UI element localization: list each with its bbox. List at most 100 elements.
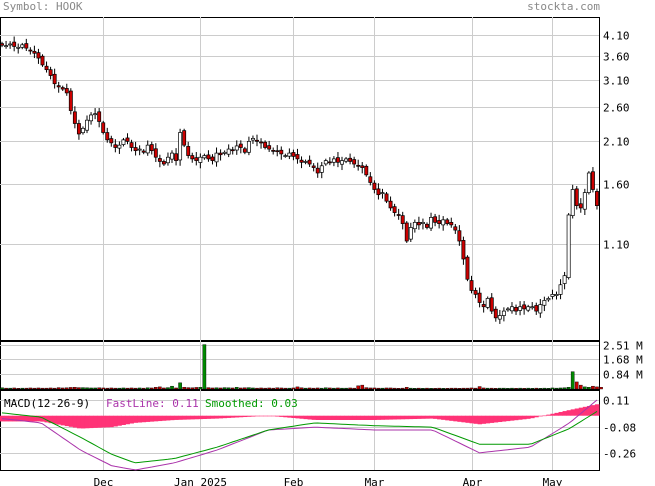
macd-hist-bar: [242, 415, 248, 418]
y-tick-label: 2.10: [603, 136, 630, 149]
candle-body: [570, 189, 575, 216]
macd-hist-bar: [335, 415, 341, 420]
candle: [117, 141, 122, 154]
volume-bar: [97, 387, 101, 390]
candle: [299, 156, 304, 169]
candle-body: [356, 164, 361, 167]
volume-bar: [364, 387, 369, 390]
candle-body: [157, 158, 162, 162]
candle: [457, 225, 462, 246]
candle: [210, 154, 215, 165]
candle: [441, 216, 446, 231]
candle: [526, 304, 531, 313]
volume-bar: [149, 387, 154, 390]
macd-hist-bar: [222, 415, 228, 419]
macd-hist-bar: [388, 415, 393, 420]
volume-bar: [591, 385, 595, 390]
candle-body: [372, 182, 377, 190]
candle: [129, 139, 134, 152]
candle-body: [408, 227, 413, 240]
candle: [113, 139, 118, 153]
candle-body: [170, 152, 174, 160]
candle-body: [28, 49, 33, 52]
panel-border: [0, 17, 600, 341]
macd-hist-bar: [554, 412, 559, 416]
candle-body: [161, 161, 166, 165]
candle-body: [425, 223, 429, 228]
candle-body: [307, 159, 312, 165]
volume-bar: [279, 387, 284, 390]
volume-bar: [36, 387, 41, 390]
volume-bar: [222, 387, 227, 390]
candle-body: [230, 149, 235, 152]
volume-bar: [457, 388, 462, 390]
volume-bar: [48, 387, 53, 390]
candle-body: [129, 142, 134, 148]
macd-hist-bar: [153, 415, 159, 422]
candle: [376, 183, 381, 200]
y-tick-label: 2.60: [603, 102, 630, 115]
candle: [534, 302, 539, 315]
macd-hist-bar: [558, 411, 563, 416]
macd-hist-bar: [76, 415, 82, 429]
macd-hist-bar: [60, 415, 66, 426]
candle-body: [574, 188, 579, 206]
macd-hist-bar: [254, 415, 260, 417]
candle: [408, 222, 413, 243]
fastline-label: FastLine: 0.11: [106, 397, 199, 410]
volume-bar: [558, 387, 563, 390]
candle: [68, 88, 73, 115]
candle-body: [416, 221, 421, 226]
volume-bar: [372, 387, 377, 390]
candle: [522, 301, 527, 315]
candle-body: [514, 307, 518, 312]
candle-body: [93, 113, 98, 116]
macd-hist-bar: [137, 415, 143, 423]
candle-body: [453, 226, 458, 231]
candle: [542, 296, 547, 312]
candle: [315, 162, 320, 178]
candle: [510, 302, 514, 314]
x-tick-label: May: [543, 476, 563, 486]
macd-hist-bar: [149, 415, 155, 422]
candle: [166, 152, 170, 166]
candle-body: [198, 156, 203, 163]
candle: [404, 221, 409, 243]
candle-body: [538, 304, 543, 314]
volume-bar: [234, 387, 239, 390]
macd-hist-bar: [356, 415, 361, 420]
candle-body: [275, 150, 280, 153]
candle: [20, 42, 25, 50]
macd-hist-bar: [287, 415, 292, 418]
candle: [44, 61, 49, 73]
macd-hist-bar: [412, 415, 418, 420]
candle-body: [210, 156, 215, 161]
candle-body: [412, 221, 417, 230]
volume-bar: [489, 387, 494, 390]
macd-hist-bar: [331, 415, 337, 420]
candle: [137, 145, 142, 156]
macd-hist-bar: [348, 415, 353, 420]
candle: [4, 40, 9, 49]
volume-bar: [425, 387, 429, 390]
candle: [566, 213, 571, 280]
volume-bar: [186, 387, 190, 390]
candle: [546, 296, 551, 302]
candle-body: [473, 290, 478, 295]
macd-hist-bar: [230, 415, 236, 418]
candle-body: [125, 137, 130, 142]
volume-bar: [93, 387, 97, 390]
candle-body: [352, 159, 357, 165]
macd-hist-bar: [113, 415, 118, 427]
macd-hist-bar: [279, 415, 284, 417]
volume-bar: [299, 387, 304, 390]
macd-hist-bar: [20, 415, 25, 422]
candle-body: [562, 275, 567, 284]
y-tick-label: 3.10: [603, 75, 630, 88]
volume-bar: [550, 387, 555, 390]
panel-border: [0, 390, 600, 471]
volume-bar: [239, 387, 243, 390]
macd-hist-bar: [376, 415, 381, 420]
volume-bar: [319, 387, 324, 390]
candle: [149, 141, 154, 155]
